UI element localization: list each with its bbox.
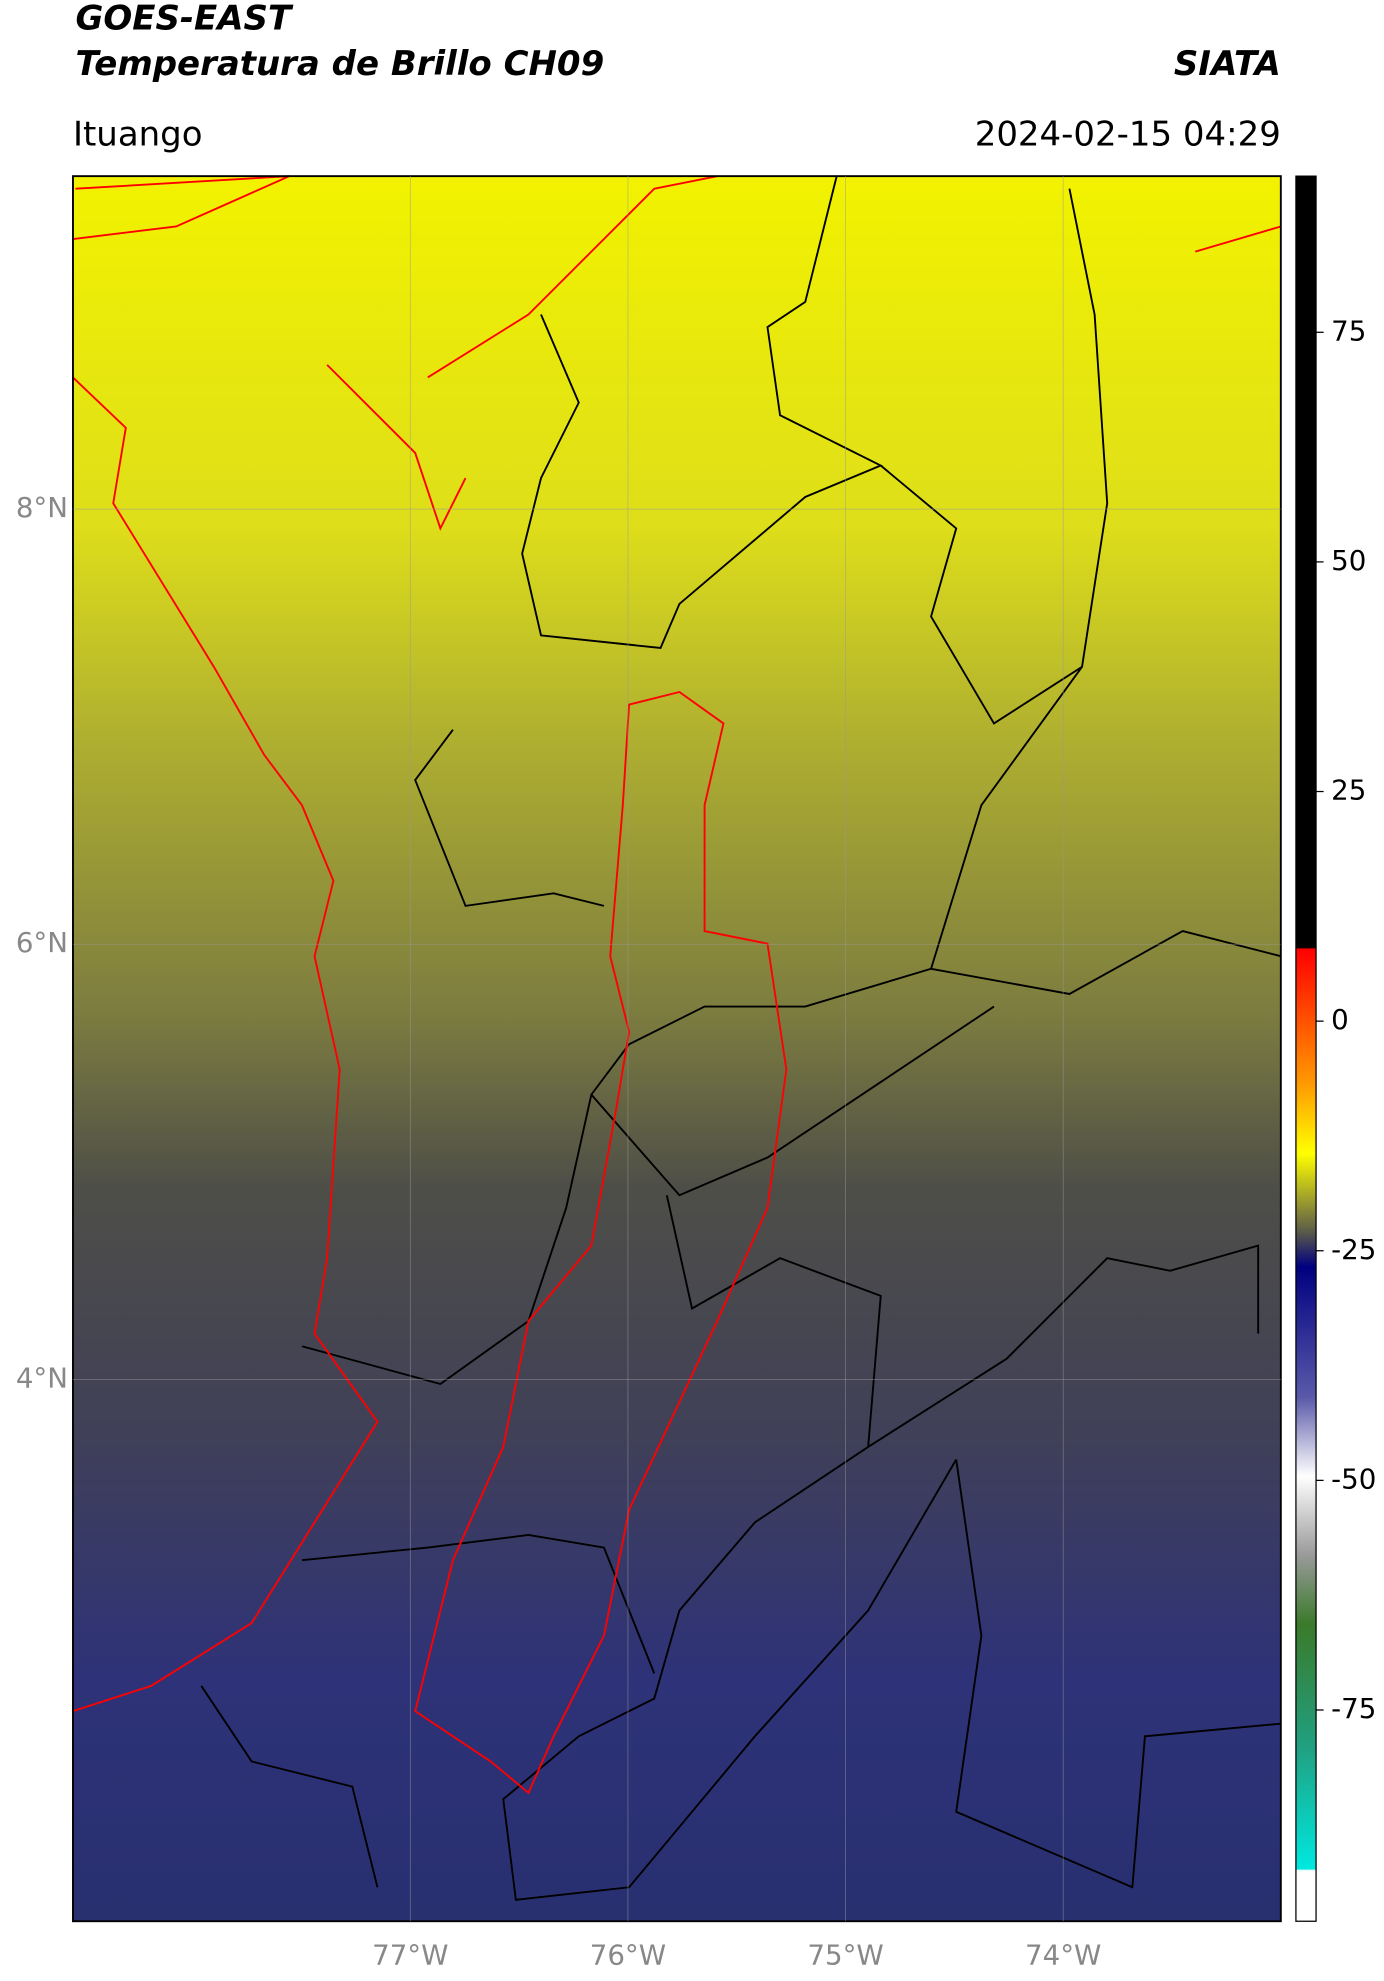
x-tick-label: 77°W: [372, 1938, 448, 1971]
colorbar-tick-label: -50: [1331, 1462, 1376, 1495]
x-tick-label: 74°W: [1025, 1938, 1101, 1971]
location: Ituango: [73, 114, 203, 154]
colorbar-tick-label: 25: [1331, 774, 1366, 807]
coastline-ituango: [72, 175, 1282, 1795]
brand: SIATA: [1174, 44, 1281, 84]
y-tick-label: 4°N: [16, 1361, 68, 1394]
colorbar-tick-label: 0: [1331, 1003, 1349, 1036]
subtitle: Temperatura de Brillo CH09: [75, 44, 604, 84]
timestamp: 2024-02-15 04:29: [975, 114, 1281, 154]
title: GOES-EAST: [75, 0, 293, 39]
x-tick-label: 76°W: [590, 1938, 666, 1971]
map-field: [72, 176, 1281, 1922]
map-frame: [72, 175, 1282, 1923]
x-tick-label: 75°W: [807, 1938, 883, 1971]
colorbar-tick-label: -75: [1331, 1692, 1376, 1725]
borders: [200, 175, 1282, 1901]
colorbar-tick-label: -25: [1331, 1233, 1376, 1266]
colorbar: [1295, 175, 1317, 1922]
y-tick-label: 6°N: [16, 926, 68, 959]
y-tick-label: 8°N: [16, 491, 68, 524]
colorbar-tick-label: 75: [1331, 314, 1366, 347]
colorbar-tick-label: 50: [1331, 544, 1366, 577]
